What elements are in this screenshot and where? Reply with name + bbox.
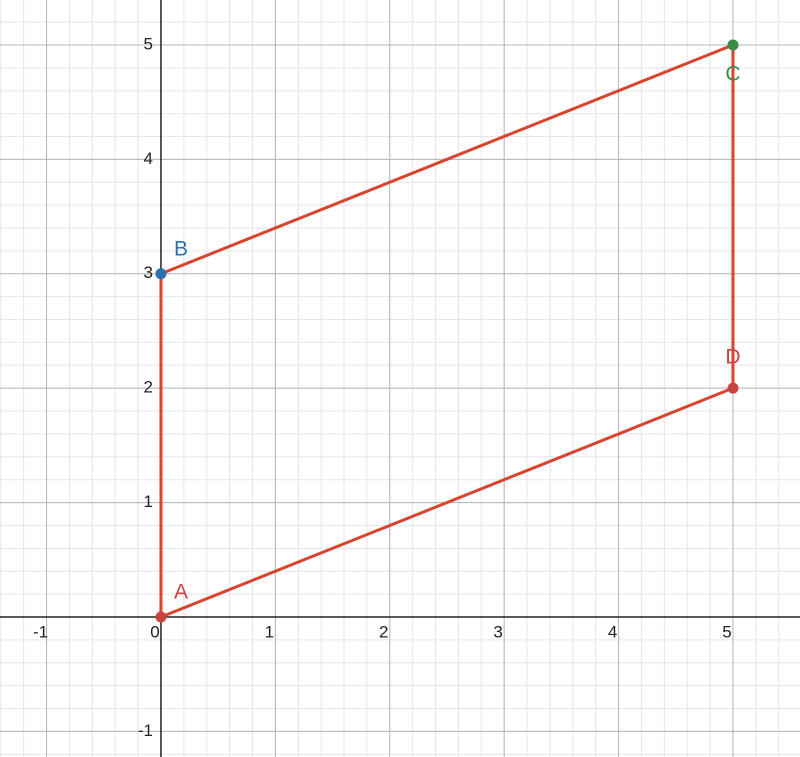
point-label: C xyxy=(725,63,740,86)
x-tick-label: 4 xyxy=(608,622,617,641)
y-tick-label: 1 xyxy=(143,492,152,511)
point-label: D xyxy=(725,346,740,369)
y-tick-label: 2 xyxy=(143,378,152,397)
point-label: B xyxy=(174,237,188,260)
y-tick-label: 4 xyxy=(143,149,152,168)
x-tick-label: -1 xyxy=(33,622,48,641)
point xyxy=(727,382,739,394)
x-tick-label: 0 xyxy=(150,622,159,641)
y-tick-label: -1 xyxy=(138,721,153,740)
point xyxy=(727,39,739,51)
point-label: A xyxy=(174,581,188,604)
x-tick-label: 1 xyxy=(265,622,274,641)
x-tick-label: 5 xyxy=(722,622,731,641)
point xyxy=(155,268,167,280)
y-tick-label: 3 xyxy=(143,263,152,282)
polygon xyxy=(159,43,735,619)
x-tick-label: 3 xyxy=(493,622,502,641)
y-tick-label: 5 xyxy=(143,34,152,53)
point xyxy=(155,611,167,623)
x-tick-label: 2 xyxy=(379,622,388,641)
